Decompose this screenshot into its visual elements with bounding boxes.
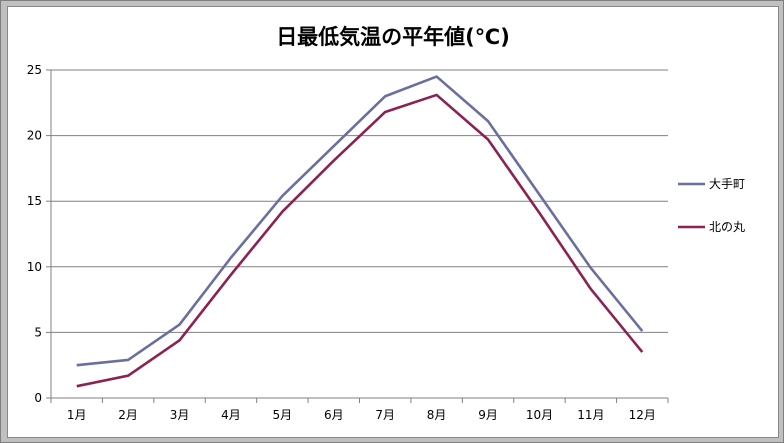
x-tick-label: 10月 xyxy=(526,408,553,422)
legend-label: 大手町 xyxy=(709,177,745,191)
x-tick-label: 11月 xyxy=(577,408,604,422)
x-tick-label: 4月 xyxy=(221,408,241,422)
x-tick-label: 2月 xyxy=(118,408,138,422)
series-line-2 xyxy=(76,93,644,388)
y-tick-label: 15 xyxy=(27,194,42,208)
series-line-1 xyxy=(76,75,644,367)
x-tick-label: 1月 xyxy=(67,408,87,422)
y-tick-label: 0 xyxy=(34,391,42,405)
y-tick-label: 25 xyxy=(27,63,42,77)
chart-area: 日最低気温の平年値(℃) 0 5 10 15 20 25 1月 2月 3月 4月 5月 6月 7月 8月 9… xyxy=(7,6,779,438)
x-tick-label: 5月 xyxy=(273,408,293,422)
chart-title: 日最低気温の平年値(℃) xyxy=(276,25,510,49)
y-tick-label: 5 xyxy=(34,325,42,339)
x-tick-label: 6月 xyxy=(324,408,344,422)
x-tick-label: 3月 xyxy=(170,408,190,422)
x-tick-label: 12月 xyxy=(629,408,656,422)
x-tick-label: 9月 xyxy=(478,408,498,422)
line-chart: 日最低気温の平年値(℃) 0 5 10 15 20 25 1月 2月 3月 4月 5月 6月 7月 8月 9… xyxy=(27,25,745,422)
y-tick-label: 20 xyxy=(27,129,42,143)
x-tick-label: 8月 xyxy=(427,408,447,422)
y-tick-label: 10 xyxy=(27,260,42,274)
x-tick-label: 7月 xyxy=(375,408,395,422)
legend-label: 北の丸 xyxy=(709,220,745,234)
